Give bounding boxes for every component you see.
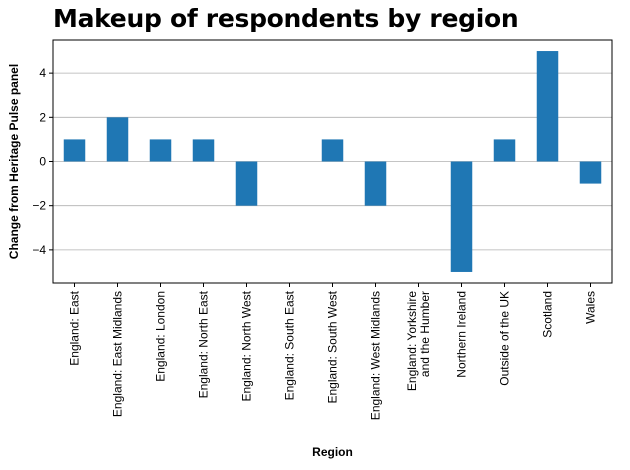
x-tick-label: England: North West [240, 290, 254, 401]
x-tick-label: England: South East [283, 290, 297, 400]
x-tick-label: Wales [584, 291, 598, 324]
bar [321, 139, 344, 162]
chart-title: Makeup of respondents by region [53, 4, 519, 33]
y-axis-ticks: −4 −2 0 2 4 [32, 66, 53, 257]
x-tick-label: England: West Midlands [369, 291, 383, 420]
y-tick-label: −2 [32, 199, 46, 213]
bar [63, 139, 86, 162]
x-tick-label: England: South West [326, 290, 340, 403]
bar [192, 139, 215, 162]
y-tick-label: 4 [39, 66, 46, 80]
x-tick-label: Northern Ireland [455, 291, 469, 378]
bar [579, 161, 602, 184]
bar [493, 139, 516, 162]
x-tick-label: England: East [68, 290, 82, 365]
bar [106, 117, 129, 162]
bar [235, 161, 258, 206]
y-axis-label: Change from Heritage Pulse panel [7, 64, 21, 259]
x-tick-label: England: North East [197, 290, 211, 398]
bar [149, 139, 172, 162]
y-tick-label: −4 [32, 243, 46, 257]
bar [450, 161, 473, 272]
bars [63, 51, 602, 272]
x-tick-label: Scotland [541, 291, 555, 338]
x-tick-label: England: East Midlands [111, 291, 125, 417]
y-tick-label: 0 [39, 155, 46, 169]
y-tick-label: 2 [39, 110, 46, 124]
x-axis-ticks: England: East England: East Midlands Engla… [68, 283, 598, 420]
x-tick-label: Outside of the UK [498, 291, 512, 386]
x-tick-label: England: Yorkshireand the Humber [405, 291, 432, 391]
x-tick-label: England: London [154, 291, 168, 382]
bar [536, 51, 559, 162]
bar [364, 161, 387, 206]
x-axis-label: Region [312, 445, 353, 459]
